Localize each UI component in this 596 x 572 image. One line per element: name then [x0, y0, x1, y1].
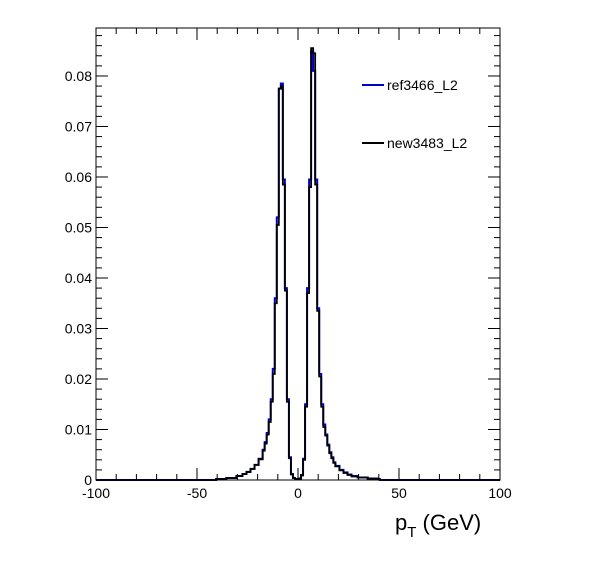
x-axis-title-rest: (GeV) [416, 510, 481, 535]
x-tick-label: 0 [294, 485, 302, 501]
series-lines [96, 47, 500, 481]
y-tick-label: 0.04 [65, 270, 92, 286]
series-line-new [96, 47, 500, 481]
y-tick-label: 0.01 [65, 421, 92, 437]
tick-labels: -100 -50 0 50 100 0 0.01 0.02 0.03 0.04 0.05 0.06 0.… [65, 68, 512, 501]
y-tick-label: 0 [84, 472, 92, 488]
x-axis-title: pT (GeV) [395, 510, 481, 541]
x-tick-label: -100 [82, 485, 110, 501]
x-axis-title-main: p [395, 510, 407, 535]
x-tick-label: -50 [187, 485, 207, 501]
x-axis-title-sub: T [407, 524, 416, 541]
y-tick-label: 0.05 [65, 219, 92, 235]
x-tick-label: 100 [488, 485, 512, 501]
y-tick-label: 0.03 [65, 320, 92, 336]
y-tick-label: 0.08 [65, 68, 92, 84]
y-tick-label: 0.06 [65, 169, 92, 185]
legend-label-new: new3483_L2 [387, 135, 467, 151]
plot-frame [95, 27, 501, 481]
y-tick-label: 0.02 [65, 371, 92, 387]
axis-ticks [95, 28, 501, 481]
y-tick-label: 0.07 [65, 118, 92, 134]
legend-label-ref: ref3466_L2 [387, 77, 458, 93]
x-tick-label: 50 [391, 485, 407, 501]
legend: ref3466_L2 new3483_L2 [362, 77, 467, 151]
